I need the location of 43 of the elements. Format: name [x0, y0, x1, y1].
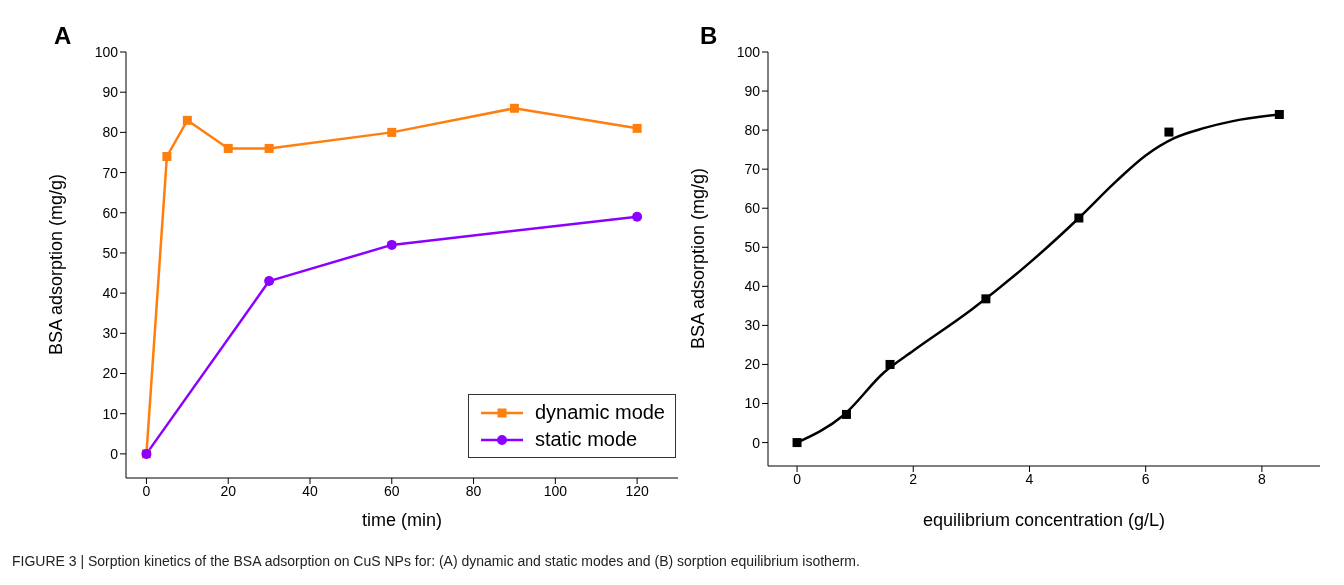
y-tick-label: 20: [102, 365, 119, 382]
x-tick-label: 100: [543, 482, 568, 499]
text: B: [700, 22, 718, 50]
y-tick-label: 30: [102, 325, 119, 342]
y-axis-title: BSA adsorption (mg/g): [46, 173, 67, 355]
y-tick-label: 0: [752, 434, 761, 451]
legend-label: dynamic mode: [534, 401, 665, 424]
y-tick-label: 60: [102, 204, 119, 221]
y-tick-label: 70: [102, 164, 119, 181]
x-tick-label: 0: [142, 482, 151, 499]
y-tick-label: 10: [744, 395, 761, 412]
y-tick-label: 90: [102, 84, 119, 101]
y-tick-label: 50: [102, 244, 119, 261]
text: A: [54, 22, 72, 50]
y-tick-label: 50: [744, 239, 761, 256]
x-tick-label: 2: [909, 470, 918, 487]
y-tick-label: 80: [744, 122, 761, 139]
x-tick-label: 0: [793, 470, 802, 487]
x-tick-label: 60: [383, 482, 400, 499]
y-tick-label: 100: [94, 43, 119, 60]
y-tick-label: 80: [102, 124, 119, 141]
y-tick-label: 90: [744, 83, 761, 100]
x-tick-label: 120: [625, 482, 649, 499]
legend-label: static mode: [534, 428, 638, 451]
y-tick-label: 20: [744, 356, 761, 373]
x-tick-label: 80: [465, 482, 482, 499]
x-axis-title: equilibrium concentration (g/L): [922, 510, 1166, 530]
x-tick-label: 8: [1258, 470, 1266, 487]
y-tick-label: 60: [744, 200, 761, 217]
y-tick-label: 40: [744, 278, 761, 295]
y-tick-label: 10: [102, 405, 119, 422]
x-tick-label: 20: [220, 482, 237, 499]
y-tick-label: 30: [744, 317, 761, 334]
y-tick-label: 70: [744, 161, 761, 178]
x-tick-label: 40: [302, 482, 318, 499]
y-tick-label: 0: [110, 445, 119, 462]
x-axis-title: time (min): [362, 510, 442, 530]
x-tick-label: 4: [1025, 470, 1034, 487]
caption: FIGURE 3 | Sorption kinetics of the BSA adsorption on CuS NPs for: (A) dynamic and static modes and (B) sorption equilibrium isotherm.: [12, 553, 860, 569]
y-axis-title: BSA adsorption (mg/g): [688, 167, 709, 349]
y-tick-label: 100: [736, 43, 761, 60]
x-tick-label: 6: [1141, 470, 1150, 487]
y-tick-label: 40: [102, 285, 119, 302]
